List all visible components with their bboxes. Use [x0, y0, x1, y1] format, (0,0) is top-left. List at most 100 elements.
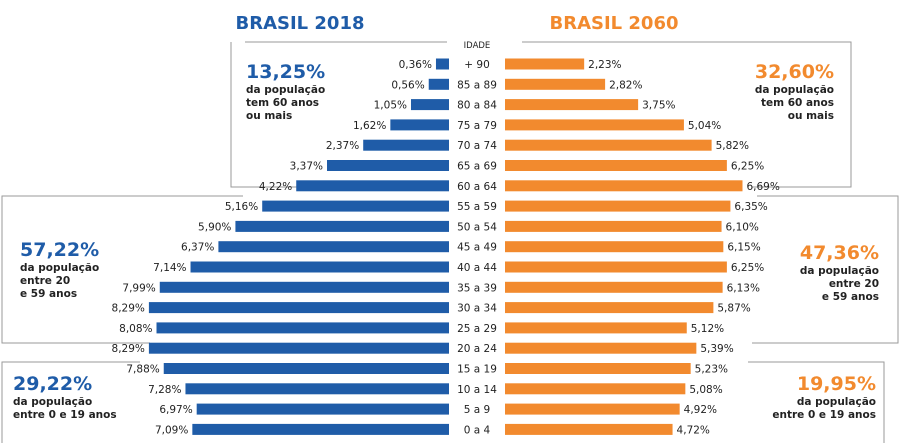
bar-2018 — [159, 281, 449, 293]
annotation-left-text: da população — [246, 84, 325, 96]
bar-2060 — [505, 322, 687, 334]
bracket-right-top — [522, 41, 852, 188]
annotation-right-percent: 19,95% — [797, 373, 876, 395]
bar-label-2060: 5,82% — [716, 140, 749, 152]
age-group-label: 75 a 79 — [457, 120, 497, 132]
bar-label-2060: 6,10% — [726, 221, 759, 233]
bar-2018 — [185, 383, 450, 395]
annotation-right-text: e 59 anos — [822, 291, 879, 303]
age-group-label: 5 a 9 — [464, 404, 490, 416]
bar-2018 — [192, 423, 450, 435]
bar-label-2060: 5,23% — [695, 364, 728, 376]
bar-label-2018: 8,08% — [119, 323, 152, 335]
bar-label-2060: 6,35% — [734, 201, 767, 213]
bar-label-2018: 7,09% — [155, 424, 188, 436]
bar-label-2018: 5,90% — [198, 221, 231, 233]
bar-label-2060: 6,25% — [731, 262, 764, 274]
annotation-left-percent: 13,25% — [246, 61, 325, 83]
bar-2060 — [505, 241, 724, 253]
bar-label-2018: 4,22% — [259, 181, 292, 193]
age-group-label: 10 a 14 — [457, 384, 497, 396]
annotation-left-percent: 57,22% — [20, 239, 99, 261]
annotation-right-percent: 47,36% — [800, 242, 879, 264]
annotation-left-percent: 29,22% — [13, 373, 92, 395]
bracket-left-bottom — [1, 361, 140, 443]
age-group-label: 65 a 69 — [457, 161, 497, 173]
age-group-label: 25 a 29 — [457, 323, 497, 335]
bar-2060 — [505, 342, 697, 354]
bar-label-2060: 6,15% — [727, 242, 760, 254]
bar-label-2018: 0,56% — [391, 79, 424, 91]
bar-2018 — [262, 200, 449, 212]
age-group-label: 15 a 19 — [457, 364, 497, 376]
bar-2018 — [196, 403, 449, 415]
bar-2018 — [327, 160, 449, 171]
age-group-label: + 90 — [464, 59, 490, 71]
bar-label-2018: 3,37% — [290, 161, 323, 173]
bar-2018 — [148, 302, 450, 314]
age-axis-label: IDADE — [464, 41, 491, 51]
age-group-label: 35 a 39 — [457, 282, 497, 294]
bar-2060 — [505, 220, 722, 232]
bar-2018 — [148, 342, 450, 354]
bar-label-2060: 4,72% — [677, 424, 710, 436]
bar-label-2060: 6,25% — [731, 161, 764, 173]
bar-2060 — [505, 200, 731, 212]
annotation-right-text: da população — [797, 396, 876, 408]
bracket-left-middle — [1, 195, 243, 344]
annotation-right-text: da população — [755, 84, 834, 96]
annotation-left-text: ou mais — [246, 110, 292, 122]
age-group-label: 60 a 64 — [457, 181, 497, 193]
bar-2060 — [505, 281, 723, 293]
age-group-label: 50 a 54 — [457, 221, 497, 233]
bar-2018 — [390, 119, 449, 131]
bar-2018 — [218, 241, 449, 253]
bar-label-2060: 2,23% — [588, 59, 621, 71]
bar-2060 — [505, 180, 743, 192]
age-group-label: 70 a 74 — [457, 140, 497, 152]
bar-2060 — [505, 160, 727, 171]
bar-label-2018: 0,36% — [399, 59, 432, 71]
chart-title-right: BRASIL 2060 — [549, 13, 678, 34]
bar-label-2060: 5,12% — [691, 323, 724, 335]
bar-2060 — [505, 78, 606, 90]
age-group-label: 0 a 4 — [464, 424, 491, 436]
bar-label-2060: 3,75% — [642, 100, 675, 112]
bar-2060 — [505, 261, 727, 273]
bar-2060 — [505, 58, 585, 70]
bar-label-2018: 8,29% — [112, 303, 145, 315]
bar-2060 — [505, 119, 684, 131]
bar-label-2060: 5,04% — [688, 120, 721, 132]
bar-2060 — [505, 383, 686, 395]
annotation-right-text: tem 60 anos — [761, 97, 834, 109]
bracket-right-bottom — [748, 361, 885, 443]
bar-2060 — [505, 423, 673, 435]
annotation-left-text: tem 60 anos — [246, 97, 319, 109]
bar-2018 — [363, 139, 449, 151]
annotation-right-text: entre 0 e 19 anos — [772, 409, 876, 421]
bar-2060 — [505, 99, 639, 111]
bar-label-2060: 5,87% — [717, 303, 750, 315]
bar-2018 — [428, 78, 449, 90]
annotation-left-text: entre 20 — [20, 275, 70, 287]
bar-label-2060: 6,69% — [746, 181, 779, 193]
bar-label-2018: 5,16% — [225, 201, 258, 213]
bar-label-2018: 6,97% — [159, 404, 192, 416]
bar-label-2018: 6,37% — [181, 242, 214, 254]
annotation-left-text: entre 0 e 19 anos — [13, 409, 117, 421]
bar-2018 — [435, 58, 449, 70]
bar-label-2018: 2,37% — [326, 140, 359, 152]
bar-label-2060: 4,92% — [684, 404, 717, 416]
annotation-left-text: da população — [13, 396, 92, 408]
bar-2060 — [505, 363, 691, 374]
bar-2060 — [505, 302, 714, 314]
bar-2018 — [235, 220, 449, 232]
bracket-left-top — [230, 42, 300, 188]
age-group-label: 20 a 24 — [457, 343, 497, 355]
annotation-left-text: e 59 anos — [20, 288, 77, 300]
bar-label-2018: 7,14% — [153, 262, 186, 274]
annotation-right-text: entre 20 — [829, 278, 879, 290]
annotation-right-text: da população — [800, 265, 879, 277]
bar-2018 — [163, 363, 449, 374]
